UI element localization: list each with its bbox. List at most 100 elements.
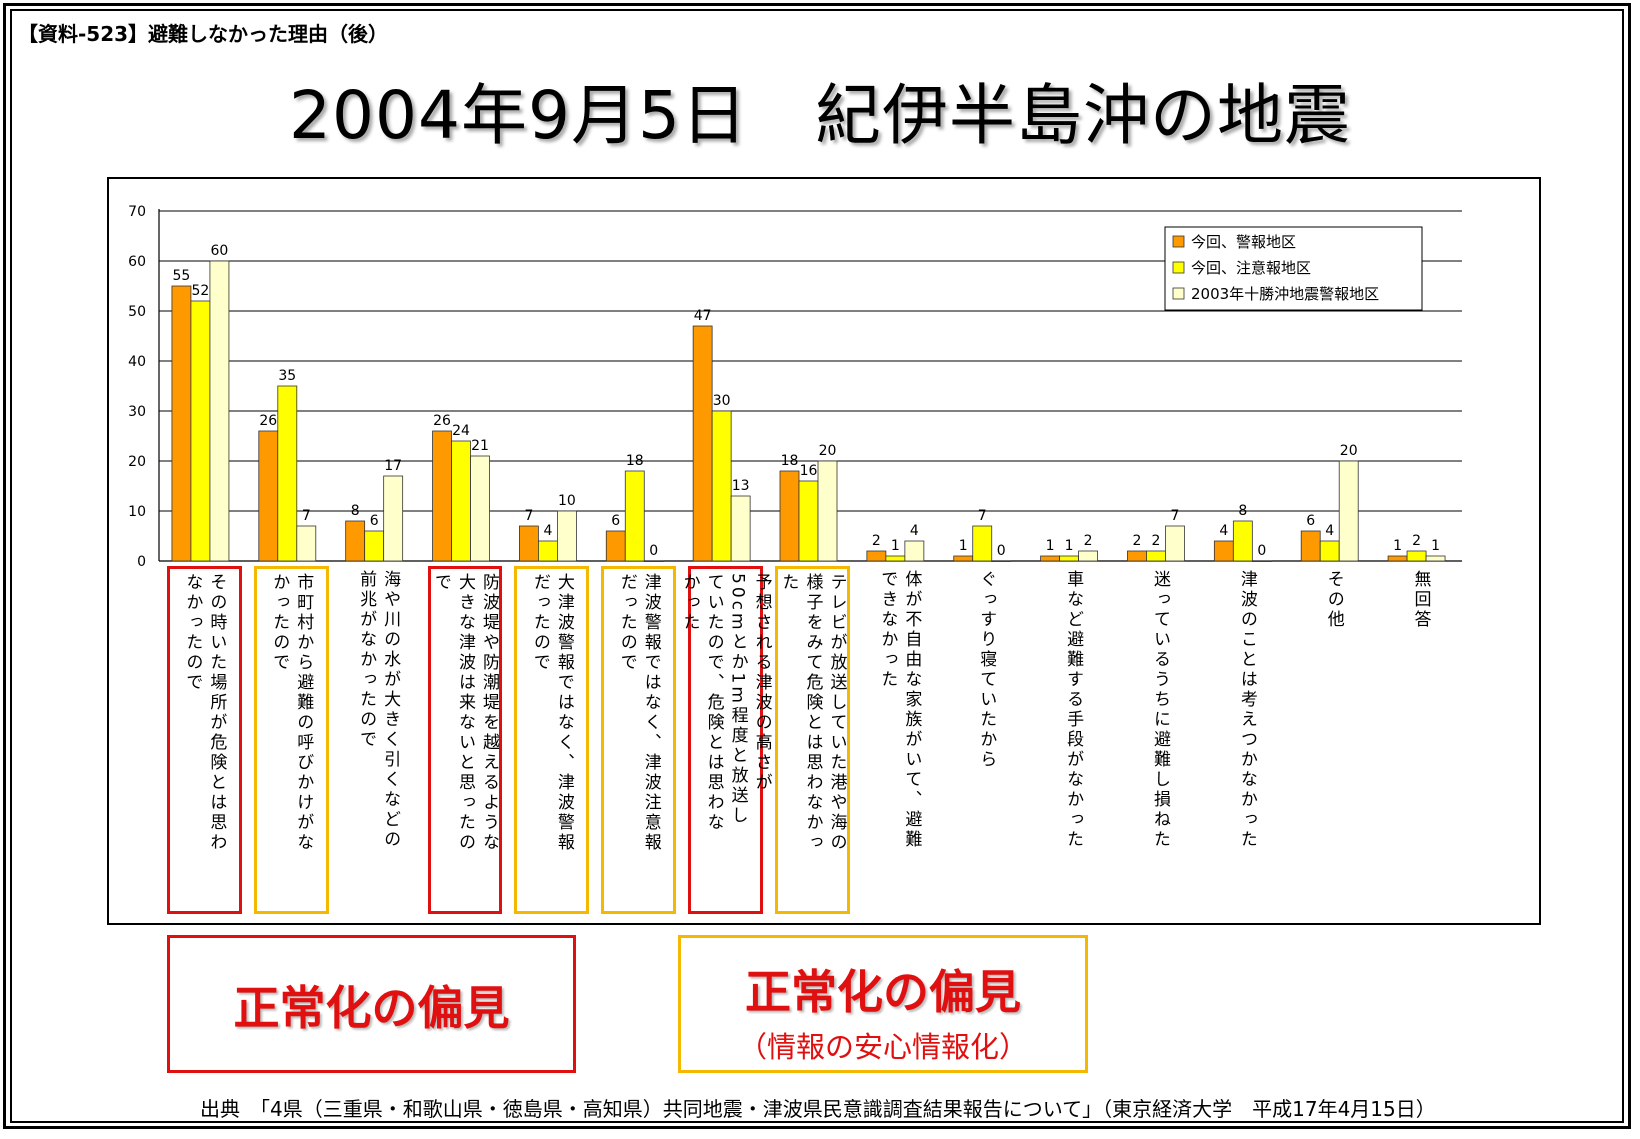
data-label: 30 — [713, 393, 731, 409]
category-label-line: た — [778, 573, 799, 593]
category-label-line: 50cmとか1m程度と放送し — [727, 573, 748, 826]
bar — [538, 540, 558, 562]
data-label: 17 — [384, 458, 402, 474]
bar — [1425, 555, 1446, 562]
data-label: 6 — [611, 513, 620, 529]
category-label-line: なかったので — [182, 573, 203, 693]
category-label-line: 前兆がなかったので — [356, 570, 377, 750]
bar — [1059, 555, 1079, 562]
bar — [605, 530, 626, 562]
bar — [1040, 555, 1060, 562]
data-label: 2 — [1133, 533, 1142, 549]
data-label: 8 — [1238, 503, 1247, 519]
data-label: 16 — [800, 463, 818, 479]
source-citation: 出典 「4県（三重県・和歌山県・徳島県・高知県）共同地震・津波県民意識調査結果報… — [200, 1097, 1436, 1121]
data-label: 4 — [910, 523, 919, 539]
bar — [1251, 560, 1272, 562]
bar — [1387, 555, 1408, 562]
bar — [1319, 540, 1340, 562]
category-label-line: 大きな津波は来ないと思ったの — [455, 573, 476, 853]
category-label: 車など避難する手段がなかった — [1036, 566, 1111, 914]
category-label-line: 無回答 — [1410, 570, 1431, 630]
y-tick-label: 50 — [128, 304, 146, 320]
data-label: 6 — [370, 513, 379, 529]
data-label: 4 — [1325, 523, 1334, 539]
bar — [885, 555, 906, 562]
bar — [1300, 530, 1321, 562]
y-tick-label: 20 — [128, 454, 146, 470]
data-label: 18 — [781, 453, 799, 469]
data-label: 21 — [471, 438, 489, 454]
bar — [1338, 460, 1359, 562]
data-label: 1 — [1393, 538, 1402, 554]
normalcy-bias-box: 正常化の偏見 — [167, 935, 576, 1073]
bar — [1146, 550, 1166, 562]
category-label: 防波堤や防潮堤を越えるような 大きな津波は来ないと思ったので — [427, 566, 503, 914]
normalcy-bias-info-label: 正常化の偏見 — [745, 965, 1021, 1019]
data-label: 0 — [649, 543, 658, 559]
document-label: 【資料-523】避難しなかった理由（後） — [18, 22, 389, 46]
y-tick-label: 40 — [128, 354, 146, 370]
category-label-line: 体が不自由な家族がいて、避難 — [901, 570, 922, 850]
legend-swatch — [1172, 235, 1185, 248]
y-tick-label: 70 — [128, 204, 146, 220]
data-label: 2 — [1084, 533, 1093, 549]
data-label: 47 — [694, 308, 712, 324]
bar — [451, 440, 471, 562]
category-label: 迷っているうちに避難し損ねた — [1123, 566, 1198, 914]
category-label: 予想される津波の高さが 50cmとか1m程度と放送し ていたので、危険とは思わな かっ… — [680, 566, 772, 914]
data-label: 7 — [524, 508, 533, 524]
data-label: 4 — [1219, 523, 1228, 539]
category-label: 市町村から避難の呼びかけがな かったので — [253, 566, 329, 914]
category-label: その時いた場所が危険とは思わ なかったので — [167, 566, 242, 914]
data-label: 20 — [819, 443, 837, 459]
bar — [817, 460, 838, 562]
category-label-line: かった — [679, 573, 700, 633]
category-label: 津波のことは考えつかなかった — [1209, 566, 1284, 914]
data-label: 55 — [173, 268, 191, 284]
category-label: 海や川の水が大きく引くなどの 前兆がなかったので — [341, 566, 416, 914]
category-label-line: できなかった — [877, 570, 898, 690]
data-label: 26 — [259, 413, 277, 429]
bar — [1406, 550, 1427, 562]
data-label: 18 — [626, 453, 644, 469]
data-label: 60 — [211, 243, 229, 259]
category-label: 無回答 — [1383, 566, 1458, 914]
data-label: 24 — [452, 423, 470, 439]
bar — [209, 260, 230, 562]
normalcy-bias-info-sublabel: （情報の安心情報化） — [737, 1030, 1028, 1064]
category-label-line: 大津波警報ではなく、津波警報 — [553, 573, 574, 853]
category-label-line: 車など避難する手段がなかった — [1063, 570, 1084, 850]
bar — [991, 560, 1012, 562]
data-label: 20 — [1340, 443, 1358, 459]
page-title: 2004年9月5日 紀伊半島沖の地震 — [289, 77, 1351, 154]
inner-frame — [10, 9, 1624, 1123]
category-label-line: 様子をみて危険とは思わなかっ — [802, 573, 823, 853]
category-label-line: だったので — [616, 573, 637, 673]
legend-swatch — [1172, 261, 1185, 274]
category-label: 大津波警報ではなく、津波警報 だったので — [514, 566, 590, 914]
category-label-line: 予想される津波の高さが — [751, 573, 772, 793]
data-label: 8 — [351, 503, 360, 519]
data-label: 2 — [1152, 533, 1161, 549]
bar — [345, 520, 366, 562]
y-tick-label: 10 — [128, 504, 146, 520]
data-label: 1 — [1046, 538, 1055, 554]
bar — [779, 470, 800, 562]
bar — [432, 430, 452, 562]
normalcy-bias-label: 正常化の偏見 — [233, 981, 510, 1035]
bar — [171, 285, 192, 562]
bar — [470, 455, 490, 562]
data-label: 13 — [732, 478, 750, 494]
bar — [258, 430, 279, 562]
category-label-line: かったので — [269, 573, 290, 673]
bar — [866, 550, 887, 562]
legend-entry: 今回、注意報地区 — [1191, 259, 1311, 277]
data-label: 52 — [192, 283, 210, 299]
category-label-line: 海や川の水が大きく引くなどの — [380, 570, 401, 850]
data-label: 1 — [1431, 538, 1440, 554]
category-label-line: 迷っているうちに避難し損ねた — [1149, 570, 1170, 850]
bar — [1127, 550, 1147, 562]
bar — [557, 510, 577, 562]
